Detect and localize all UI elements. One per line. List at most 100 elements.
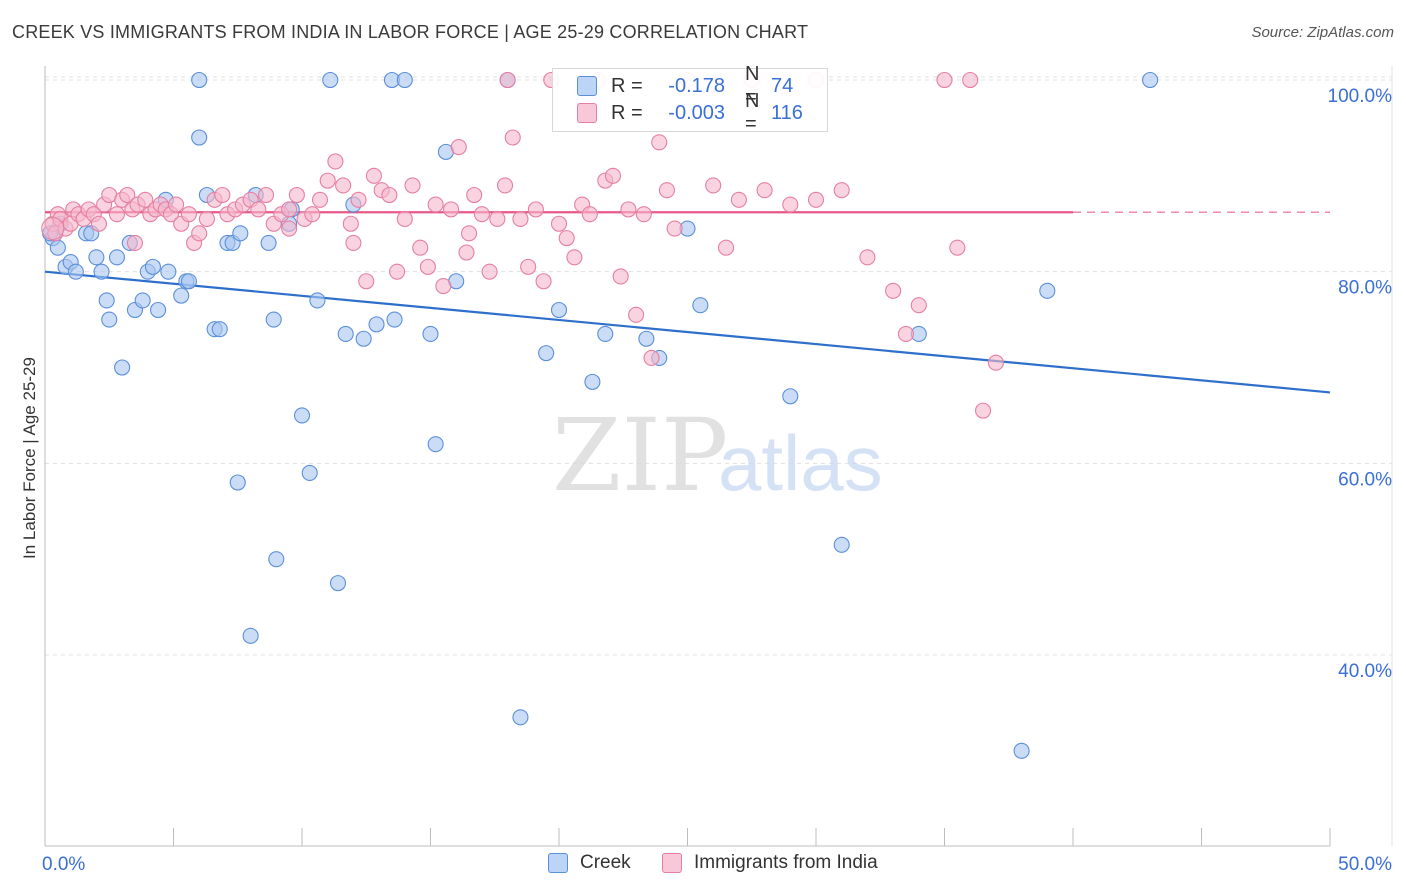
y-axis-label: In Labor Force | Age 25-29 xyxy=(20,357,39,559)
india-point xyxy=(288,186,305,204)
india-r-value: -0.003 xyxy=(668,101,725,124)
india-point xyxy=(119,186,136,204)
creek-point xyxy=(322,71,339,89)
india-swatch xyxy=(577,103,597,123)
india-point xyxy=(450,139,467,156)
india-point xyxy=(535,273,552,290)
india-point xyxy=(137,191,154,208)
creek-point xyxy=(98,292,115,309)
creek-point xyxy=(638,330,655,347)
creek-point xyxy=(597,325,614,343)
source-label: Source: ZipAtlas.com xyxy=(1251,24,1394,41)
x-tick-label: 50.0% xyxy=(1338,854,1392,875)
creek-point xyxy=(1013,742,1030,759)
india-point xyxy=(489,210,506,228)
india-point xyxy=(651,134,668,151)
india-point xyxy=(168,196,185,213)
india-point xyxy=(936,71,953,89)
y-tick-label: 80.0% xyxy=(1338,278,1392,299)
creek-swatch xyxy=(548,853,568,873)
creek-point xyxy=(93,263,110,280)
y-tick-label: 60.0% xyxy=(1338,469,1392,490)
creek-point xyxy=(173,287,190,304)
india-point xyxy=(782,196,799,213)
legend-label-india: Immigrants from India xyxy=(694,852,878,873)
india-point xyxy=(191,225,208,242)
india-point xyxy=(756,182,773,199)
watermark-atlas: atlas xyxy=(718,419,883,507)
india-point xyxy=(327,153,344,170)
india-point xyxy=(389,263,406,280)
india-point xyxy=(466,186,483,204)
india-point xyxy=(90,215,108,232)
creek-point xyxy=(180,273,197,290)
india-point xyxy=(319,172,336,189)
creek-point xyxy=(427,436,444,453)
india-point xyxy=(281,220,298,237)
india-point xyxy=(558,230,575,247)
creek-swatch xyxy=(577,76,597,96)
india-point xyxy=(443,201,460,218)
india-point xyxy=(897,325,915,343)
india-point xyxy=(717,239,735,256)
creek-point xyxy=(309,292,326,309)
india-point xyxy=(365,167,383,184)
india-point xyxy=(180,206,197,223)
trend-lines xyxy=(44,211,1331,394)
creek-point xyxy=(88,249,105,266)
creek-point xyxy=(229,474,246,491)
creek-point xyxy=(260,234,277,251)
creek-point xyxy=(232,225,249,242)
creek-point xyxy=(144,258,161,275)
india-point xyxy=(885,282,902,299)
india-point xyxy=(612,268,629,285)
creek-point xyxy=(160,263,177,280)
legend-label-creek: Creek xyxy=(580,852,631,873)
india-point xyxy=(512,210,529,228)
legend-row-india: R = -0.003 N = 116 xyxy=(577,90,803,135)
india-point xyxy=(396,210,413,228)
creek-point xyxy=(538,345,555,362)
creek-point xyxy=(550,301,568,319)
india-point xyxy=(499,71,516,89)
india-point xyxy=(620,201,637,218)
creek-point xyxy=(584,373,601,390)
india-point xyxy=(108,206,126,223)
creek-point xyxy=(1142,71,1159,89)
creek-point xyxy=(265,311,282,328)
india-point xyxy=(198,210,215,228)
india-point xyxy=(566,249,583,266)
grid-layer xyxy=(45,66,1393,846)
creek-point xyxy=(422,325,439,343)
india-point xyxy=(504,129,521,146)
india-point xyxy=(859,249,876,266)
n-label: N = xyxy=(745,90,760,135)
creek-point xyxy=(329,575,347,592)
india-point xyxy=(910,297,927,314)
creek-point xyxy=(67,263,84,280)
axes xyxy=(44,66,1331,847)
creek-point xyxy=(368,316,385,333)
india-point xyxy=(342,215,359,232)
india-point xyxy=(666,220,683,237)
india-point xyxy=(496,177,514,194)
india-point xyxy=(473,206,490,223)
creek-point xyxy=(191,71,208,89)
india-point xyxy=(527,201,544,218)
india-point xyxy=(962,71,979,89)
creek-n-value: 74 xyxy=(771,74,794,97)
n-label: N = xyxy=(745,63,760,108)
creek-r-value: -0.178 xyxy=(668,74,725,97)
india-point xyxy=(412,239,429,256)
creek-point xyxy=(386,311,403,328)
india-point xyxy=(604,167,622,184)
legend-item-creek: Creek xyxy=(548,852,631,874)
india-n-value: 116 xyxy=(771,101,803,124)
india-point xyxy=(419,258,436,275)
tick-labels: 40.0% 60.0% 80.0% 100.0% 0.0% 50.0% xyxy=(42,86,1392,875)
x-tick-label: 0.0% xyxy=(42,854,85,875)
data-points xyxy=(41,71,1159,759)
creek-point xyxy=(692,297,709,314)
creek-point xyxy=(242,627,259,644)
